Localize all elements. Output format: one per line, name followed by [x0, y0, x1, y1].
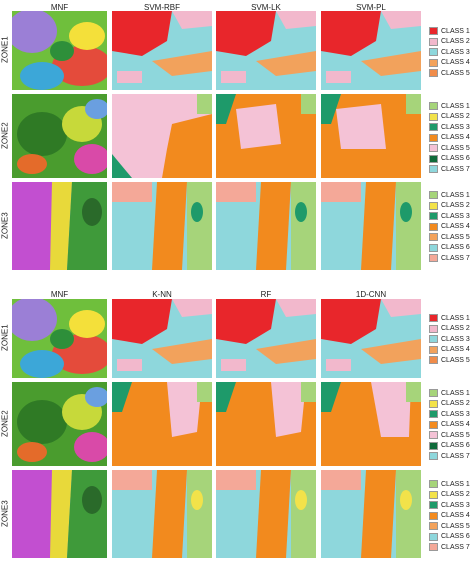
col-header-svm-lk: SVM-LK: [251, 3, 281, 12]
legend-item: CLASS 1: [429, 101, 470, 112]
class-map-1d-cnn-zone1: [321, 299, 421, 378]
class-map-svm-pl-zone3: [321, 182, 421, 270]
legend-item: CLASS 1: [429, 313, 470, 324]
legend-item: CLASS 7: [429, 253, 470, 264]
class-map-rf-zone3: [216, 470, 316, 558]
mnf-image-bottom-zone1: [12, 299, 107, 378]
legend-item: CLASS 6: [429, 154, 470, 165]
legend-item: CLASS 3: [429, 409, 470, 420]
legend-item: CLASS 1: [429, 388, 470, 399]
col-header-svm-pl: SVM-PL: [356, 3, 386, 12]
legend-item: CLASS 5: [429, 232, 470, 243]
class-map-rf-zone2: [216, 382, 316, 466]
zone-label-top-2: ZONE2: [0, 122, 10, 150]
class-map-svm-rbf-zone1: [112, 11, 212, 90]
legend-top-zone3: CLASS 1 CLASS 2 CLASS 3 CLASS 4 CLASS 5 …: [429, 190, 470, 264]
legend-item: CLASS 5: [429, 430, 470, 441]
mnf-image-top-zone3: [12, 182, 107, 270]
legend-item: CLASS 2: [429, 324, 470, 335]
col-header-rf: RF: [260, 290, 272, 299]
class-map-svm-rbf-zone3: [112, 182, 212, 270]
legend-item: CLASS 4: [429, 420, 470, 431]
legend-item: CLASS 4: [429, 345, 470, 356]
legend-item: CLASS 6: [429, 532, 470, 543]
legend-item: CLASS 1: [429, 190, 470, 201]
legend-item: CLASS 2: [429, 490, 470, 501]
mnf-image-bottom-zone3: [12, 470, 107, 558]
class-map-1d-cnn-zone2: [321, 382, 421, 466]
legend-top-zone1: CLASS 1 CLASS 2 CLASS 3 CLASS 4 CLASS 5: [429, 26, 470, 79]
zone-label-bottom-2: ZONE2: [0, 410, 10, 438]
col-header-svm-rbf: SVM-RBF: [144, 3, 180, 12]
legend-bottom-zone3: CLASS 1 CLASS 2 CLASS 3 CLASS 4 CLASS 5 …: [429, 479, 470, 553]
legend-item: CLASS 7: [429, 451, 470, 462]
class-map-svm-rbf-zone2: [112, 94, 212, 178]
legend-item: CLASS 5: [429, 68, 470, 79]
legend-bottom-zone2: CLASS 1 CLASS 2 CLASS 3 CLASS 4 CLASS 5 …: [429, 388, 470, 462]
zone-label-top-1: ZONE1: [0, 36, 10, 64]
legend-item: CLASS 5: [429, 143, 470, 154]
legend-item: CLASS 2: [429, 399, 470, 410]
legend-top-zone2: CLASS 1 CLASS 2 CLASS 3 CLASS 4 CLASS 5 …: [429, 101, 470, 175]
legend-item: CLASS 3: [429, 211, 470, 222]
legend-item: CLASS 3: [429, 500, 470, 511]
legend-item: CLASS 2: [429, 112, 470, 123]
legend-item: CLASS 7: [429, 542, 470, 553]
legend-item: CLASS 4: [429, 222, 470, 233]
legend-item: CLASS 3: [429, 334, 470, 345]
class-map-svm-pl-zone2: [321, 94, 421, 178]
class-map-knn-zone1: [112, 299, 212, 378]
class-map-knn-zone2: [112, 382, 212, 466]
legend-item: CLASS 6: [429, 243, 470, 254]
legend-item: CLASS 5: [429, 521, 470, 532]
legend-item: CLASS 1: [429, 479, 470, 490]
class-map-rf-zone1: [216, 299, 316, 378]
col-header-mnf-top: MNF: [50, 3, 69, 12]
legend-bottom-zone1: CLASS 1 CLASS 2 CLASS 3 CLASS 4 CLASS 5: [429, 313, 470, 366]
legend-item: CLASS 1: [429, 26, 470, 37]
mnf-image-top-zone1: [12, 11, 107, 90]
zone-label-bottom-1: ZONE1: [0, 324, 10, 352]
legend-item: CLASS 7: [429, 164, 470, 175]
legend-item: CLASS 4: [429, 58, 470, 69]
legend-item: CLASS 4: [429, 511, 470, 522]
mnf-image-bottom-zone2: [12, 382, 107, 466]
class-map-svm-lk-zone1: [216, 11, 316, 90]
col-header-1d-cnn: 1D-CNN: [355, 290, 387, 299]
col-header-mnf-bottom: MNF: [50, 290, 69, 299]
class-map-svm-pl-zone1: [321, 11, 421, 90]
col-header-knn: K-NN: [152, 290, 172, 299]
zone-label-bottom-3: ZONE3: [0, 500, 10, 528]
legend-item: CLASS 2: [429, 201, 470, 212]
legend-item: CLASS 6: [429, 441, 470, 452]
legend-item: CLASS 2: [429, 37, 470, 48]
zone-label-top-3: ZONE3: [0, 212, 10, 240]
legend-item: CLASS 3: [429, 122, 470, 133]
class-map-1d-cnn-zone3: [321, 470, 421, 558]
legend-item: CLASS 3: [429, 47, 470, 58]
class-map-svm-lk-zone2: [216, 94, 316, 178]
legend-item: CLASS 5: [429, 355, 470, 366]
legend-item: CLASS 4: [429, 133, 470, 144]
mnf-image-top-zone2: [12, 94, 107, 178]
class-map-knn-zone3: [112, 470, 212, 558]
class-map-svm-lk-zone3: [216, 182, 316, 270]
